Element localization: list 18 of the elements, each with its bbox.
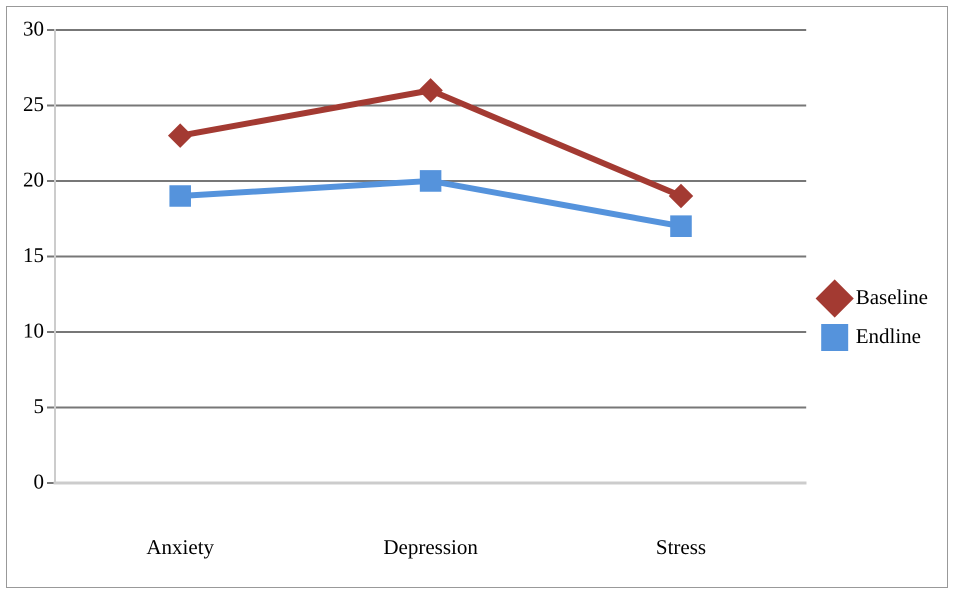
y-tick-label: 5 xyxy=(34,394,44,418)
y-tick-label: 10 xyxy=(23,318,44,342)
legend-label: Baseline xyxy=(856,285,928,310)
y-tick-label: 25 xyxy=(23,92,44,116)
y-tick-label: 20 xyxy=(23,167,44,192)
x-tick-label: Depression xyxy=(383,534,478,559)
y-tick-label: 15 xyxy=(23,242,44,267)
legend-label: Endline xyxy=(856,324,922,348)
point xyxy=(420,170,442,192)
point xyxy=(670,185,692,208)
y-tick-label: 30 xyxy=(23,16,44,41)
x-tick-label: Stress xyxy=(656,534,706,559)
point xyxy=(169,185,191,207)
x-tick-label: Anxiety xyxy=(146,534,215,559)
y-tick-label: 0 xyxy=(34,469,44,494)
point xyxy=(420,79,442,102)
point xyxy=(169,124,192,147)
point xyxy=(670,215,692,237)
